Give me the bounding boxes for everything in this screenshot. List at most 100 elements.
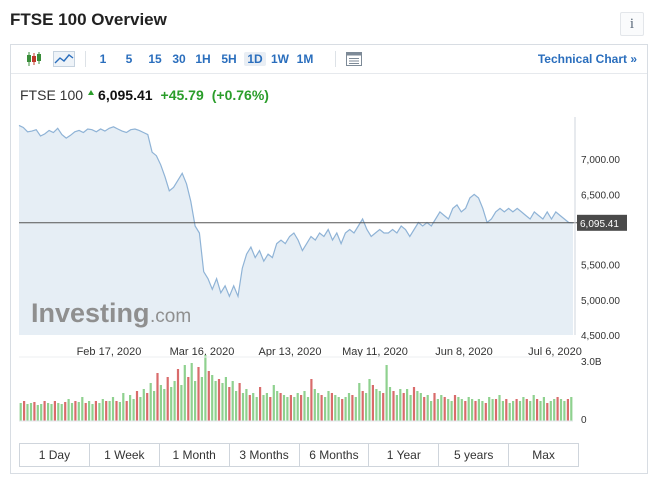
range-button-1-day[interactable]: 1 Day — [20, 444, 90, 466]
range-button-3-months[interactable]: 3 Months — [230, 444, 300, 466]
volume-bar — [84, 403, 87, 421]
volume-bar — [149, 383, 152, 421]
volume-bar — [553, 399, 556, 421]
volume-bar — [115, 401, 118, 421]
volume-bar — [491, 399, 494, 421]
candlestick-icon[interactable] — [25, 51, 43, 67]
volume-bar — [505, 399, 508, 421]
volume-bar — [88, 401, 91, 421]
range-button-5-years[interactable]: 5 years — [439, 444, 510, 466]
volume-bar — [194, 381, 197, 421]
volume-bar — [122, 393, 125, 421]
volume-bar — [512, 401, 515, 421]
volume-bar — [279, 393, 282, 421]
timeframe-30[interactable]: 30 — [172, 52, 186, 66]
volume-bar — [474, 401, 477, 421]
x-tick-label: Mar 16, 2020 — [170, 346, 235, 358]
toolbar-divider — [85, 51, 86, 67]
price-change: +45.79 — [160, 87, 204, 103]
volume-bar — [566, 399, 569, 421]
range-button-1-month[interactable]: 1 Month — [160, 444, 230, 466]
volume-bar — [276, 391, 279, 421]
volume-bar — [409, 395, 412, 421]
volume-bar — [94, 401, 97, 421]
table-icon[interactable] — [345, 51, 363, 67]
volume-bar — [111, 397, 115, 421]
volume-bar — [132, 399, 135, 421]
volume-bar — [101, 399, 104, 421]
y-tick-label: 5,000.00 — [581, 296, 620, 307]
volume-bar — [542, 397, 545, 421]
volume-bar — [341, 399, 344, 421]
volume-bar — [269, 397, 272, 421]
line-chart-icon[interactable] — [53, 51, 75, 67]
range-button-1-week[interactable]: 1 Week — [90, 444, 160, 466]
technical-chart-link[interactable]: Technical Chart » — [537, 52, 637, 66]
volume-bar — [118, 402, 121, 421]
page-title: FTSE 100 Overview — [10, 10, 167, 29]
volume-bar — [180, 385, 183, 421]
volume-bar — [306, 397, 310, 421]
volume-bar — [320, 395, 323, 421]
volume-bar — [416, 391, 419, 421]
volume-bar — [211, 375, 214, 421]
volume-bar — [481, 401, 484, 421]
info-icon[interactable]: i — [620, 12, 644, 36]
timeframe-15[interactable]: 15 — [148, 52, 162, 66]
volume-bar — [440, 395, 443, 421]
volume-bar — [395, 395, 398, 421]
volume-bar — [190, 363, 193, 421]
volume-bar — [484, 403, 487, 421]
instrument-name: FTSE 100 — [20, 87, 84, 103]
timeframe-1[interactable]: 1 — [99, 52, 107, 66]
volume-bar — [525, 399, 528, 421]
range-button-1-year[interactable]: 1 Year — [369, 444, 440, 466]
volume-bar — [378, 391, 381, 421]
price-chart[interactable]: Investing .com 7,000.00 6,500.00 5,500.00 5… — [11, 45, 647, 441]
volume-bar — [498, 395, 501, 421]
volume-bar — [139, 397, 142, 421]
volume-bar — [29, 403, 33, 421]
volume-bar — [77, 402, 80, 421]
volume-bar — [282, 395, 286, 421]
chart-widget: 1 5 15 30 1H 5H 1D 1W 1M Technical Chart » FTSE … — [10, 44, 648, 474]
y-tick-label: 7,000.00 — [581, 155, 620, 166]
x-tick-label: May 11, 2020 — [342, 346, 408, 358]
volume-bar — [265, 393, 268, 421]
volume-bar — [262, 395, 265, 421]
volume-bar — [293, 397, 296, 421]
volume-bar — [159, 385, 162, 421]
volume-bar — [426, 395, 429, 421]
volume-bar — [406, 389, 409, 421]
range-selector: 1 Day 1 Week 1 Month 3 Months 6 Months 1 Year… — [19, 443, 579, 467]
volume-bar — [259, 387, 262, 421]
timeframe-1w[interactable]: 1W — [271, 52, 289, 66]
volume-bar — [207, 371, 210, 421]
volume-bar — [433, 393, 436, 421]
x-tick-label: Feb 17, 2020 — [77, 346, 142, 358]
range-button-max[interactable]: Max — [532, 448, 555, 462]
timeframe-1h[interactable]: 1H — [195, 52, 211, 66]
volume-bar — [57, 403, 60, 421]
volume-bar — [286, 397, 289, 421]
investing-watermark-suffix: .com — [150, 306, 191, 327]
volume-bar — [549, 401, 552, 421]
timeframe-1m[interactable]: 1M — [296, 52, 314, 66]
volume-bar — [300, 395, 303, 421]
volume-bar — [347, 393, 351, 421]
y-tick-label: 6,500.00 — [581, 190, 620, 201]
price-change-percent: (+0.76%) — [211, 87, 269, 103]
volume-bar — [457, 397, 460, 421]
volume-bar — [453, 395, 457, 421]
volume-bar — [337, 397, 340, 421]
volume-bar — [501, 401, 504, 421]
timeframe-1d[interactable]: 1D — [244, 52, 266, 66]
timeframe-5h[interactable]: 5H — [221, 52, 237, 66]
range-button-6-months[interactable]: 6 Months — [300, 444, 370, 466]
y-tick-label: 5,500.00 — [581, 261, 620, 272]
volume-bar — [64, 402, 67, 421]
volume-bar — [447, 399, 450, 421]
volume-bar — [255, 397, 258, 421]
timeframe-5[interactable]: 5 — [125, 52, 133, 66]
volume-bar — [402, 393, 405, 421]
